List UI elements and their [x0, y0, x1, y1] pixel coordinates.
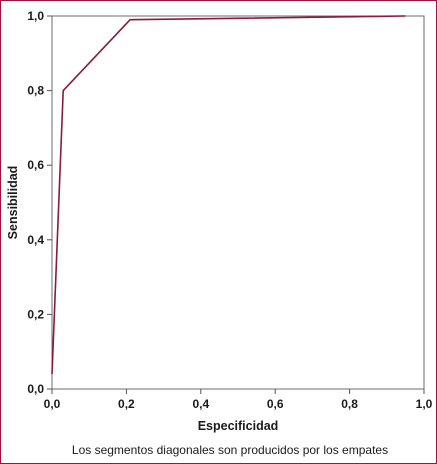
x-tick-label: 0,8 — [341, 397, 358, 411]
x-tick-label: 1,0 — [416, 397, 433, 411]
roc-curve-line — [51, 15, 406, 375]
x-tick-label: 0,0 — [44, 397, 61, 411]
x-tick-label: 0,4 — [192, 397, 209, 411]
x-axis-ticks: 0,0 0,2 0,4 0,6 0,8 1,0 — [44, 389, 433, 411]
y-tick-label: 0,0 — [27, 382, 44, 396]
y-axis-ticks: 0,0 0,2 0,4 0,6 0,8 1,0 — [27, 9, 52, 396]
y-tick-label: 0,8 — [27, 84, 44, 98]
plot-border — [51, 15, 425, 390]
y-axis-title: Sensibilidad — [6, 166, 20, 240]
x-tick-label: 0,2 — [118, 397, 135, 411]
x-axis-title: Especificidad — [198, 419, 279, 433]
x-tick-label: 0,6 — [267, 397, 284, 411]
y-tick-label: 0,2 — [27, 307, 44, 321]
plot-area — [51, 15, 425, 390]
y-tick-label: 0,4 — [27, 233, 44, 247]
y-tick-label: 0,6 — [27, 158, 44, 172]
chart-footnote: Los segmentos diagonales son producidos … — [72, 443, 388, 457]
y-tick-label: 1,0 — [27, 9, 44, 23]
